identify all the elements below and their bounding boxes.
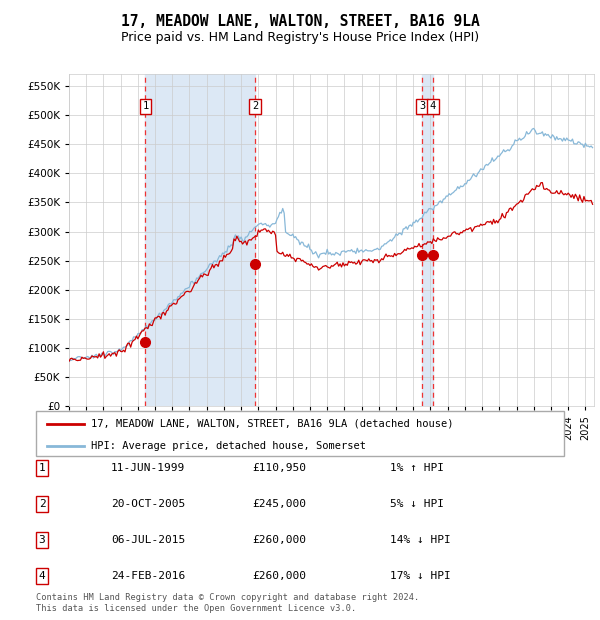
Text: 5% ↓ HPI: 5% ↓ HPI (390, 499, 444, 509)
Text: 4: 4 (430, 102, 436, 112)
Text: 4: 4 (38, 571, 46, 581)
Text: 17, MEADOW LANE, WALTON, STREET, BA16 9LA (detached house): 17, MEADOW LANE, WALTON, STREET, BA16 9L… (91, 418, 454, 428)
Text: 1: 1 (38, 463, 46, 473)
Text: HPI: Average price, detached house, Somerset: HPI: Average price, detached house, Some… (91, 441, 367, 451)
Text: 1: 1 (142, 102, 149, 112)
Text: £110,950: £110,950 (252, 463, 306, 473)
Text: 3: 3 (419, 102, 425, 112)
Text: 20-OCT-2005: 20-OCT-2005 (111, 499, 185, 509)
Text: Price paid vs. HM Land Registry's House Price Index (HPI): Price paid vs. HM Land Registry's House … (121, 31, 479, 43)
Text: Contains HM Land Registry data © Crown copyright and database right 2024.
This d: Contains HM Land Registry data © Crown c… (36, 593, 419, 613)
Text: 14% ↓ HPI: 14% ↓ HPI (390, 535, 451, 545)
Text: £245,000: £245,000 (252, 499, 306, 509)
Text: 3: 3 (38, 535, 46, 545)
Text: 06-JUL-2015: 06-JUL-2015 (111, 535, 185, 545)
Text: 17% ↓ HPI: 17% ↓ HPI (390, 571, 451, 581)
Text: 24-FEB-2016: 24-FEB-2016 (111, 571, 185, 581)
Bar (145, 74, 255, 406)
Text: £260,000: £260,000 (252, 571, 306, 581)
Text: £260,000: £260,000 (252, 535, 306, 545)
Text: 1% ↑ HPI: 1% ↑ HPI (390, 463, 444, 473)
Text: 2: 2 (38, 499, 46, 509)
Text: 2: 2 (252, 102, 258, 112)
Text: 11-JUN-1999: 11-JUN-1999 (111, 463, 185, 473)
Text: 17, MEADOW LANE, WALTON, STREET, BA16 9LA: 17, MEADOW LANE, WALTON, STREET, BA16 9L… (121, 14, 479, 29)
Bar (422, 74, 433, 406)
